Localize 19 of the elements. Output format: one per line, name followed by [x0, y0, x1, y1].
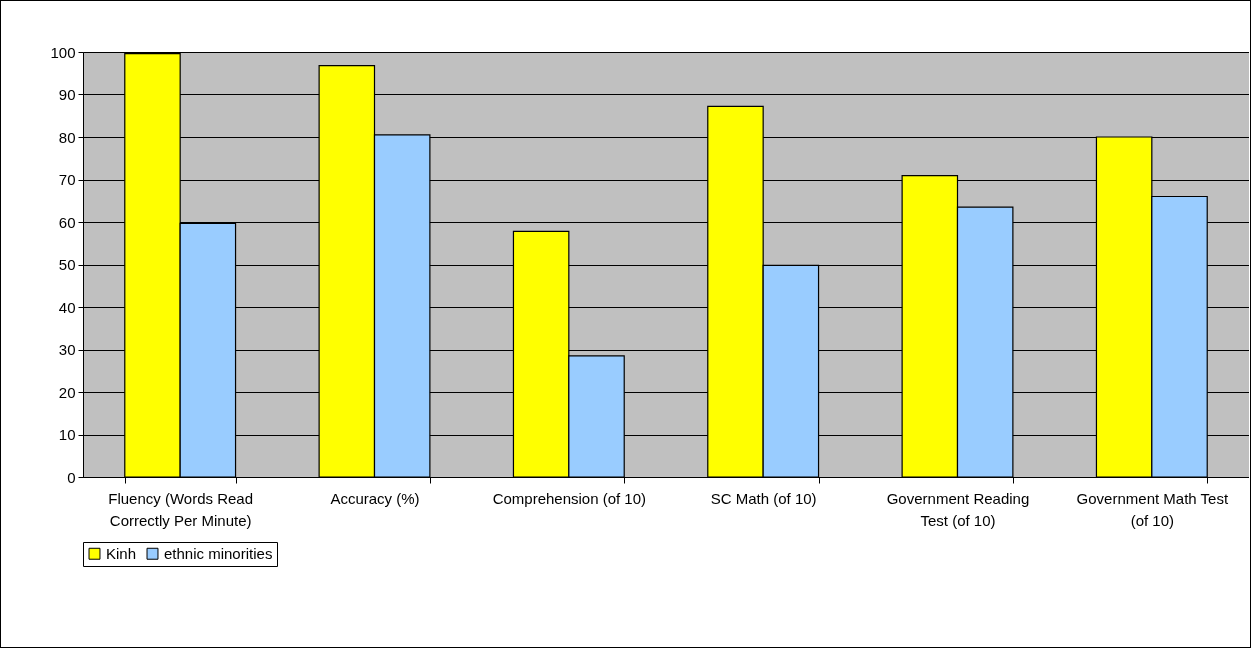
y-tick-label: 70 — [58, 171, 76, 188]
y-tick-label: 90 — [58, 86, 76, 103]
x-tick-label: SC Math (of 10) — [710, 489, 817, 507]
legend-label: Kinh — [106, 544, 137, 562]
x-tick-label: Accuracy (%) — [330, 489, 420, 507]
y-tick-label: 20 — [58, 383, 76, 401]
y-tick-label: 50 — [58, 256, 76, 273]
x-tick-label: Government Math Test (of 10) — [1076, 489, 1229, 529]
x-tick-label: Government Reading Test (of 10) — [886, 489, 1030, 529]
y-tick-label: 100 — [50, 43, 76, 61]
y-tick-label: 30 — [58, 341, 76, 358]
y-tick-label: 60 — [58, 213, 76, 231]
y-tick-label: 10 — [58, 426, 76, 443]
y-tick-label: 40 — [58, 298, 76, 316]
legend-label: ethnic minorities — [164, 544, 273, 562]
x-tick-label: Comprehension (of 10) — [492, 489, 647, 507]
y-tick-label: 80 — [58, 128, 76, 146]
x-tick-label: Fluency (Words Read Correctly Per Minute) — [108, 489, 254, 529]
y-tick-label: 0 — [67, 468, 76, 486]
